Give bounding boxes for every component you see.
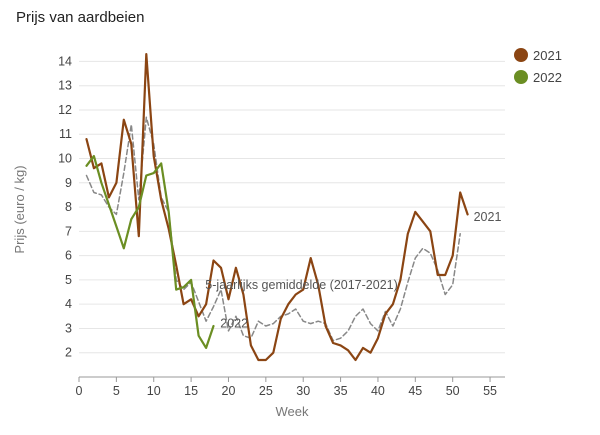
y-tick-label-6: 6 <box>65 249 72 263</box>
y-tick-label-12: 12 <box>58 103 72 117</box>
x-tick-label-0: 0 <box>76 384 83 398</box>
y-tick-label-7: 7 <box>65 224 72 238</box>
legend-item-2022[interactable]: 2022 <box>514 66 562 88</box>
grid-layer <box>79 60 505 354</box>
y-tick-label-9: 9 <box>65 176 72 190</box>
legend-label-2022: 2022 <box>533 69 562 85</box>
x-tick-label-35: 35 <box>334 384 348 398</box>
x-tick-labels: 0 5 10 15 20 25 30 35 40 45 50 55 <box>76 377 497 398</box>
x-tick-label-25: 25 <box>259 384 273 398</box>
y-tick-label-11: 11 <box>59 127 72 141</box>
y-tick-label-10: 10 <box>58 152 72 166</box>
x-tick-label-45: 45 <box>408 384 422 398</box>
x-tick-label-5: 5 <box>113 384 120 398</box>
legend-item-2021[interactable]: 2021 <box>514 44 562 66</box>
y-tick-label-2: 2 <box>65 346 72 360</box>
y-tick-label-13: 13 <box>58 79 72 93</box>
y-tick-label-3: 3 <box>65 321 72 335</box>
series-line-2022 <box>85 155 215 349</box>
x-tick-label-10: 10 <box>147 384 161 398</box>
x-tick-label-30: 30 <box>296 384 310 398</box>
y-tick-label-5: 5 <box>65 273 72 287</box>
legend-swatch-2022 <box>514 70 528 84</box>
chart-title: Prijs van aardbeien <box>16 9 145 26</box>
y-tick-labels: 2 3 4 5 6 7 8 9 10 11 12 13 14 <box>58 54 72 359</box>
legend: 2021 2022 <box>514 44 562 88</box>
series-line-2021 <box>85 53 469 362</box>
annotation-layer: 2021 5-jaarlijks gemiddelde (2017-2021) 20… <box>205 210 501 331</box>
y-tick-label-4: 4 <box>65 297 72 311</box>
x-tick-label-15: 15 <box>184 384 198 398</box>
series-line-5yr-average <box>85 116 461 342</box>
series-layer <box>85 53 469 362</box>
annotation-label-2022: 2022 <box>220 317 248 331</box>
annotation-label-5yr-average: 5-jaarlijks gemiddelde (2017-2021) <box>205 278 397 292</box>
x-tick-label-40: 40 <box>371 384 385 398</box>
y-tick-label-14: 14 <box>58 54 72 68</box>
x-tick-label-55: 55 <box>483 384 497 398</box>
y-axis-title: Prijs (euro / kg) <box>12 165 27 253</box>
legend-swatch-2021 <box>514 48 528 62</box>
x-tick-label-20: 20 <box>222 384 236 398</box>
y-tick-label-8: 8 <box>65 200 72 214</box>
x-axis-title: Week <box>276 404 309 419</box>
legend-label-2021: 2021 <box>533 47 562 63</box>
x-tick-label-50: 50 <box>446 384 460 398</box>
annotation-label-2021: 2021 <box>474 210 502 224</box>
